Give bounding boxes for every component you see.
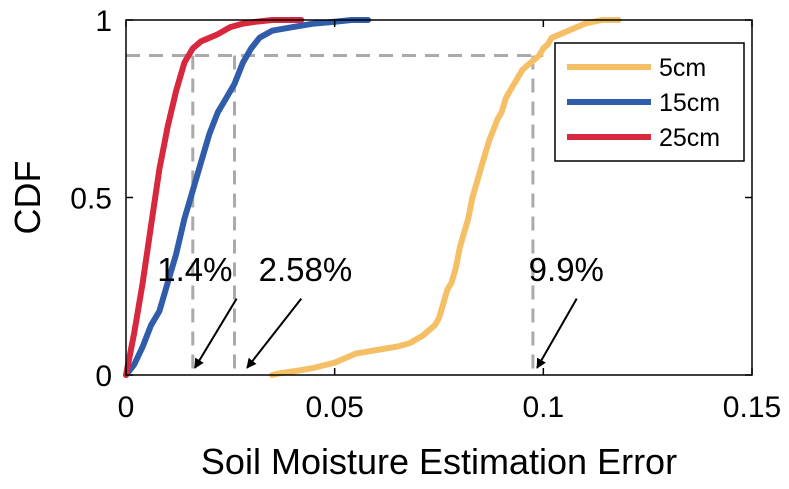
x-tick-label: 0.1 xyxy=(522,391,564,424)
x-axis-title: Soil Moisture Estimation Error xyxy=(201,441,677,482)
y-tick-label: 1 xyxy=(95,5,112,38)
y-axis-title: CDF xyxy=(7,161,48,235)
x-tick-label: 0 xyxy=(118,391,135,424)
legend-label-25cm: 25cm xyxy=(659,124,720,152)
annotation-arrow-2 xyxy=(246,298,303,369)
x-tick-label: 0.05 xyxy=(305,391,363,424)
legend: 5cm 15cm 25cm xyxy=(554,42,745,162)
series-line-15cm xyxy=(123,17,372,378)
legend-label-5cm: 5cm xyxy=(659,54,706,82)
annotation-arrow-1 xyxy=(194,298,238,369)
series-line-25cm xyxy=(123,17,305,378)
annotation-arrow-3 xyxy=(536,298,578,369)
x-tick-label: 0.15 xyxy=(723,391,781,424)
annotation-label-1: 1.4% xyxy=(157,251,232,288)
annotation-label-3: 9.9% xyxy=(529,251,604,288)
legend-label-15cm: 15cm xyxy=(659,89,720,117)
annotation-label-2: 2.58% xyxy=(259,251,353,288)
y-tick-label: 0 xyxy=(95,360,112,393)
y-tick-label: 0.5 xyxy=(70,183,112,216)
series-line-5cm xyxy=(269,17,622,378)
